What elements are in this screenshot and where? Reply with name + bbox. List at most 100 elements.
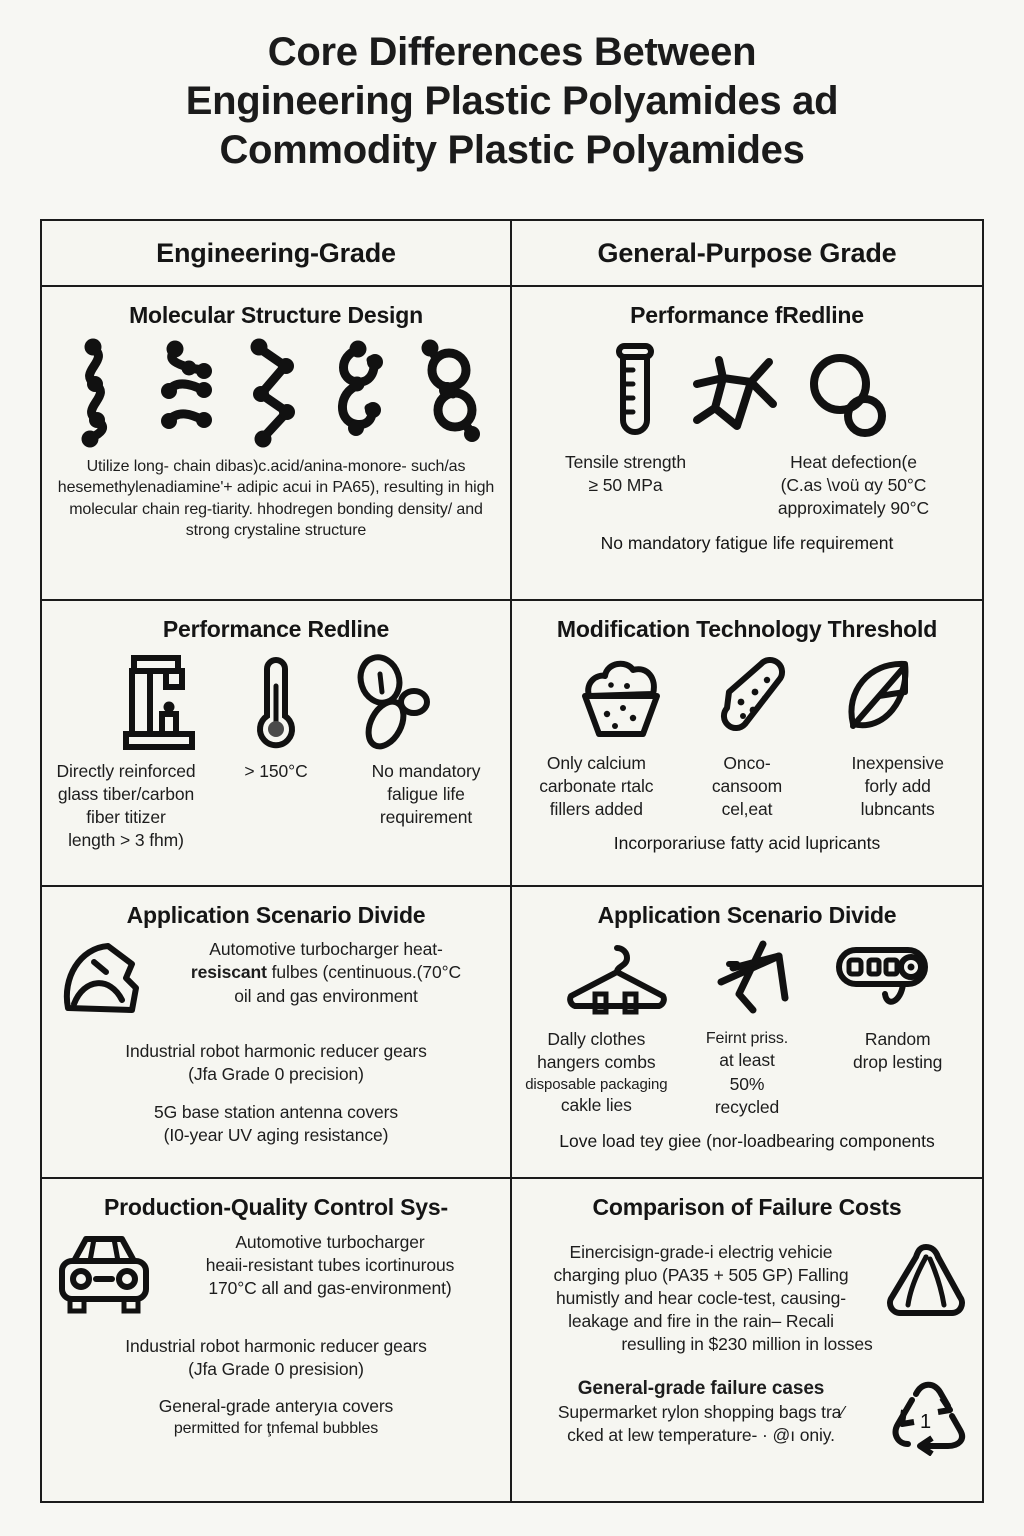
clothes-hanger-icon — [567, 945, 667, 1015]
general-failure-line-1: Supermarket rylon shopping bags tra⁄ — [557, 1402, 845, 1423]
daily-goods-column: Dally clothes hangers combs disposable p… — [524, 1028, 669, 1117]
metric-line: at least — [719, 1050, 775, 1071]
metric-line: Onco- — [723, 753, 771, 774]
metric-line: forly add — [864, 776, 931, 797]
metric-line: cakle lies — [560, 1095, 632, 1116]
metric-heat-deflection: Heat defection(e (C.as \voü αy 50°C appr… — [737, 451, 970, 520]
redline-metric-columns: Directly reinforced glass tiber/carbon f… — [54, 760, 498, 852]
performance-icon-row — [524, 338, 970, 443]
metric-line: Only calcium — [546, 753, 646, 774]
petals-icon — [357, 654, 430, 750]
car-front-icon — [59, 1235, 149, 1313]
robot-gears-block: Industrial robot harmonic reducer gears … — [54, 1335, 498, 1381]
metric-line: carbonate rtalc — [539, 776, 654, 797]
leaf-icon — [848, 661, 909, 730]
metric-temperature: > 150°C — [204, 760, 348, 783]
cell-title: Application Scenario Divide — [597, 902, 897, 929]
automotive-line-2: heaii-resistant tubes icortinurous — [205, 1254, 455, 1275]
drop-testing-column: Random drop lesting — [825, 1028, 970, 1074]
metric-line: No mandatory — [371, 761, 481, 782]
general-failure-block: 1 General-grade failure cases Supermarke… — [524, 1376, 970, 1460]
robot-line-2: (Jfa Grade 0 presision) — [188, 1358, 364, 1379]
cell-application-scenario-general: Application Scenario Divide — [512, 887, 982, 1177]
metric-line: 50% — [729, 1073, 765, 1094]
failure-line-4: leakage and fire in the rain‒ Recali — [568, 1310, 834, 1331]
metric-line: Feirnt priss. — [705, 1030, 789, 1048]
title-line-2: Engineering Plastic Polyamides ad — [185, 78, 839, 123]
general-application-icon-row — [524, 938, 970, 1020]
table-row: Production-Quality Control Sys- Automoti… — [42, 1179, 982, 1501]
cell-performance-redline-engineering: Performance Redline — [42, 600, 512, 886]
cell-title: Performance fRedline — [630, 302, 864, 328]
performance-metrics: Tensile strength ≥ 50 MPa Heat defection… — [524, 451, 970, 520]
fatigue-note: No mandatory fatigue life requirement — [600, 532, 894, 553]
recycle-1-icon: 1 — [892, 1381, 966, 1456]
antenna-cover-block: 5G base station antenna covers (I0-year … — [54, 1101, 498, 1147]
molecular-structure-body: Utilize long- chain dibas)c.acid/anina-m… — [57, 458, 495, 539]
table-row: Application Scenario Divide Automotive t… — [42, 887, 982, 1180]
automotive-line-3: 170°C all and gas-environment) — [208, 1277, 452, 1298]
table-header-row: Engineering-Grade General-Purpose Grade — [42, 221, 982, 287]
failure-line-1: Einercisign-grade-i electrig vehicie — [569, 1241, 833, 1262]
redline-icon-row — [54, 652, 498, 752]
metric-line: cansoom — [711, 776, 783, 797]
comparison-table: Engineering-Grade General-Purpose Grade … — [40, 219, 984, 1503]
cell-title: Molecular Structure Design — [129, 302, 423, 328]
metric-line: Heat defection(e — [790, 452, 917, 473]
metric-line: fiber titizer — [86, 807, 166, 828]
metric-line: hangers combs — [537, 1052, 656, 1073]
antenna-line-2: (I0-year UV aging resistance) — [163, 1124, 389, 1145]
column-header-general-purpose-grade: General-Purpose Grade — [597, 237, 897, 268]
hair-dryer-icon — [836, 947, 928, 1006]
recycled-column: Feirnt priss. at least 50% recycled — [675, 1028, 820, 1118]
modification-fillers: Only calcium carbonate rtalc fillers add… — [524, 752, 669, 821]
molecule-icon-row — [54, 338, 498, 448]
page-title: Core Differences Between Engineering Pla… — [0, 0, 1024, 174]
folding-stool-icon — [717, 940, 789, 1014]
two-circles-icon — [810, 354, 886, 438]
robot-gears-block: Industrial robot harmonic reducer gears … — [54, 1040, 498, 1086]
metric-line: > 150°C — [244, 761, 308, 782]
metric-line: (C.as \voü αy 50°C — [780, 475, 927, 496]
molecule-chain-5-icon — [421, 339, 480, 443]
general-grade-covers-block: General-grade anterуıa covers permitted … — [54, 1395, 498, 1439]
metric-line: Inexpensive — [851, 753, 944, 774]
general-failure-subhead: General-grade failure cases — [577, 1377, 825, 1399]
table-row: Molecular Structure Design — [42, 287, 982, 601]
metric-fatigue: No mandatory faligue life requirement — [354, 760, 498, 829]
modification-columns: Only calcium carbonate rtalc fillers add… — [524, 752, 970, 821]
metric-line: lubncants — [860, 799, 935, 820]
robot-line-2: (Jfa Grade 0 precision) — [188, 1064, 364, 1085]
metric-line: Dally clothes — [547, 1029, 646, 1050]
turbo-line-1: Automotive turbocharger heat- — [209, 939, 443, 960]
metric-line: ≥ 50 MPa — [588, 475, 663, 496]
cell-title: Comparison of Failure Costs — [592, 1194, 902, 1221]
speckled-block-icon — [720, 657, 786, 732]
engineering-failure-block: Einercisign-grade-i electrig vehicie cha… — [524, 1241, 970, 1356]
cell-production-quality-control: Production-Quality Control Sys- Automoti… — [42, 1179, 512, 1501]
antenna-line-1: 5G base station antenna covers — [153, 1101, 399, 1122]
cell-title: Production-Quality Control Sys- — [104, 1194, 448, 1221]
modification-process: Onco- cansoom cel,eat — [675, 752, 820, 821]
metric-line: approximately 90°C — [777, 498, 930, 519]
metric-line: Random — [864, 1029, 931, 1050]
general-failure-line-2: cked at lew temperature- · @ı oniy. — [567, 1425, 835, 1446]
column-header-engineering-grade: Engineering-Grade — [42, 221, 512, 285]
load-bearing-note: Love load tey giee (nor-loadbearing comp… — [559, 1130, 935, 1151]
svg-text:1: 1 — [920, 1411, 931, 1433]
cell-modification-technology-threshold: Modification Technology Threshold — [512, 601, 982, 885]
metric-line: faligue life — [387, 784, 465, 805]
cell-title: Application Scenario Divide — [126, 902, 426, 929]
turbo-housing-icon — [63, 943, 139, 1014]
automotive-line-1: Automotive turbocharger — [235, 1231, 425, 1252]
metric-line: fillers added — [549, 799, 643, 820]
cell-comparison-of-failure-costs: Comparison of Failure Costs Einercisign-… — [512, 1179, 982, 1501]
molecule-chain-2-icon — [161, 340, 212, 430]
automotive-paragraph-block: Automotive turbocharger heaii-resistant … — [54, 1231, 498, 1321]
failure-line-2: charging pluo (PA35 + 505 GP) Falling — [553, 1264, 849, 1285]
table-row: Performance Redline — [42, 600, 982, 888]
failure-line-5: resulling in $230 million in losses — [621, 1333, 873, 1354]
metric-line: glass tiber/carbon — [57, 784, 195, 805]
metric-reinforcement: Directly reinforced glass tiber/carbon f… — [54, 760, 198, 852]
